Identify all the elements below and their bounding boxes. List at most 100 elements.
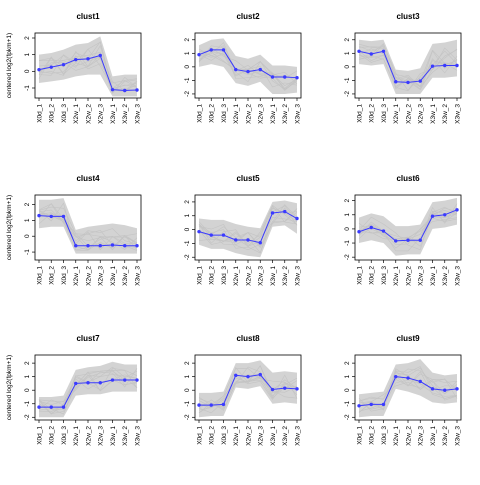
centroid-point xyxy=(258,241,262,245)
centroid-point xyxy=(443,388,447,392)
centroid-point xyxy=(394,239,398,243)
centroid-point xyxy=(98,244,102,248)
x-tick-label: X3w_2 xyxy=(282,104,289,124)
member-profile-line xyxy=(358,371,458,412)
x-tick-label: X3w_3 xyxy=(294,266,301,286)
centroid-point xyxy=(135,244,139,248)
x-tick-label: X3w_2 xyxy=(282,266,289,286)
x-tick-label: X0d_1 xyxy=(36,104,43,123)
x-tick-label: X2w_3 xyxy=(258,104,265,124)
y-tick-label: 0 xyxy=(24,69,31,73)
y-tick-label: 2 xyxy=(24,361,31,365)
x-tick-label: X2w_3 xyxy=(418,426,425,446)
x-tick-label: X0d_1 xyxy=(196,266,203,285)
centroid-point xyxy=(369,402,373,407)
x-tick-label: X3w_2 xyxy=(442,426,449,446)
y-tick-label: 0 xyxy=(184,227,191,231)
x-tick-label: X3w_1 xyxy=(110,104,117,124)
y-tick-label: 1 xyxy=(24,374,31,378)
x-tick-label: X3w_2 xyxy=(122,104,129,124)
x-tick-label: X0d_2 xyxy=(49,104,56,123)
x-tick-label: X0d_3 xyxy=(381,266,388,285)
centroid-point xyxy=(61,214,66,219)
centroid-point xyxy=(74,57,78,62)
x-tick-label: X2w_1 xyxy=(73,266,80,286)
centroid-point xyxy=(394,374,398,379)
member-profiles-band xyxy=(359,39,457,94)
centroid-point xyxy=(295,75,299,80)
centroid-point xyxy=(86,244,90,248)
centroid-point xyxy=(258,372,262,377)
member-profile-line xyxy=(198,205,298,242)
centroid-point xyxy=(430,387,435,391)
centroid-point xyxy=(197,229,201,234)
member-profile-line xyxy=(198,51,298,91)
y-tick-label: -2 xyxy=(24,414,31,420)
centroid-point xyxy=(246,69,250,74)
x-tick-label: X2w_2 xyxy=(245,104,252,124)
centroid-point xyxy=(418,238,422,242)
member-profile-line xyxy=(358,43,458,87)
x-tick-label: X3w_1 xyxy=(270,426,277,446)
chart-title: clust4 xyxy=(76,174,100,183)
member-profile-line xyxy=(198,204,298,246)
centroid-point xyxy=(283,75,287,79)
y-tick-label: -1 xyxy=(24,249,31,255)
centroid-point xyxy=(209,233,213,237)
x-tick-label: X3w_1 xyxy=(430,266,437,286)
centroid-point xyxy=(443,63,447,68)
member-profile-line xyxy=(198,379,298,408)
member-profile-line xyxy=(198,51,298,89)
centroid-point xyxy=(86,381,90,385)
centroid-point xyxy=(49,405,53,409)
y-tick-label: -2 xyxy=(344,91,351,97)
x-tick-label: X3w_1 xyxy=(270,266,277,286)
x-tick-label: X0d_2 xyxy=(49,266,56,285)
x-tick-label: X0d_2 xyxy=(49,426,56,445)
chart-panel-clust4: clust4 centered log2(fpkm+1) -1 0 1 2 X0d_1 X0d… xyxy=(6,174,142,286)
centroid-point xyxy=(381,402,386,407)
centroid-point xyxy=(209,48,213,52)
centroid-point xyxy=(37,213,41,218)
x-tick-label: X3w_1 xyxy=(430,426,437,446)
x-tick-label: X0d_2 xyxy=(369,426,376,445)
x-tick-label: X3w_1 xyxy=(270,104,277,124)
x-tick-label: X0d_1 xyxy=(36,426,43,445)
member-profile-line xyxy=(198,207,298,245)
y-tick-label: 1 xyxy=(24,52,31,56)
centroid-point xyxy=(135,88,139,92)
x-tick-label: X2w_1 xyxy=(73,104,80,124)
member-profile-line xyxy=(38,55,138,89)
x-tick-label: X0d_3 xyxy=(61,104,68,123)
chart-title: clust6 xyxy=(396,174,420,183)
chart-panel-clust5: clust5 -2 -1 0 1 2 X0d_1 X0d_2 X0d_3 X2w_1 X2w_2 X2… xyxy=(184,174,302,286)
y-tick-label: -1 xyxy=(344,240,351,246)
x-tick-label: X0d_1 xyxy=(196,104,203,123)
centroid-point xyxy=(430,64,435,68)
centroid-point xyxy=(418,379,422,384)
centroid-point xyxy=(246,238,250,242)
x-tick-label: X2w_2 xyxy=(85,426,92,446)
centroid-point xyxy=(406,80,410,85)
member-profile-line xyxy=(358,370,458,412)
member-profile-line xyxy=(358,43,458,85)
member-profile-line xyxy=(38,374,138,410)
member-profiles-band xyxy=(39,198,137,254)
centroid-point xyxy=(221,402,226,407)
y-tick-label: 1 xyxy=(344,51,351,55)
centroid-point xyxy=(381,229,386,233)
x-tick-label: X0d_3 xyxy=(381,426,388,445)
x-tick-label: X2w_3 xyxy=(258,266,265,286)
y-tick-label: 0 xyxy=(24,234,31,238)
centroid-point xyxy=(74,381,78,386)
x-tick-label: X2w_1 xyxy=(393,426,400,446)
centroid-point xyxy=(406,238,410,242)
centroid-point xyxy=(234,238,238,242)
chart-panel-clust8: clust8 -2 -1 0 1 2 X0d_1 X0d_2 X0d_3 X2w_1 X2w_2 X2… xyxy=(184,334,302,446)
x-tick-label: X0d_2 xyxy=(209,104,216,123)
y-axis-label: centered log2(fpkm+1) xyxy=(6,195,13,260)
centroid-point xyxy=(234,67,238,72)
y-tick-label: 2 xyxy=(344,198,351,202)
